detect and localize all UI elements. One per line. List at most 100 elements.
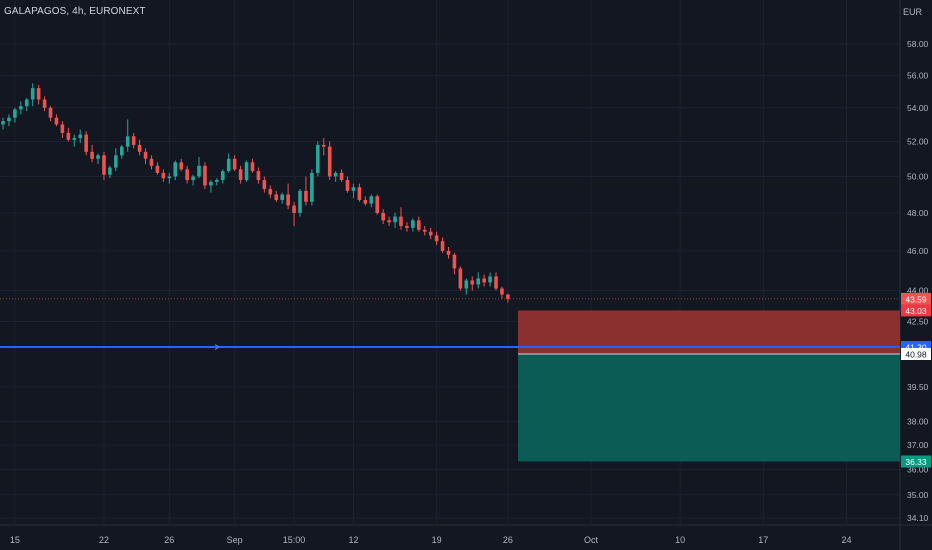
candle-body[interactable] (422, 229, 427, 232)
candle-body[interactable] (363, 199, 368, 204)
candle-body[interactable] (440, 241, 445, 251)
candle-body[interactable] (19, 106, 23, 110)
candle-body[interactable] (417, 220, 421, 230)
candle-body[interactable] (114, 155, 118, 168)
candle-body[interactable] (405, 225, 409, 228)
candle-body[interactable] (458, 268, 463, 289)
candle-body[interactable] (173, 162, 178, 177)
candle-body[interactable] (470, 280, 475, 285)
candle-body[interactable] (345, 180, 350, 191)
candle-body[interactable] (1, 121, 5, 125)
candle-body[interactable] (393, 216, 397, 223)
candle-body[interactable] (310, 172, 314, 202)
candle-body[interactable] (215, 180, 219, 182)
candle-body[interactable] (262, 180, 267, 190)
candle-body[interactable] (298, 190, 302, 213)
candle-body[interactable] (60, 124, 65, 133)
candle-body[interactable] (48, 107, 53, 118)
candle-body[interactable] (30, 88, 35, 100)
candle-body[interactable] (476, 278, 480, 285)
candle-body[interactable] (381, 212, 385, 221)
candle-body[interactable] (452, 254, 457, 269)
candle-body[interactable] (7, 117, 11, 122)
candle-body[interactable] (179, 162, 183, 170)
candle-body[interactable] (66, 132, 71, 140)
candle-body[interactable] (464, 280, 469, 289)
candle-body[interactable] (131, 136, 136, 145)
price-tick-label: 42.50 (907, 316, 929, 326)
take-profit-zone[interactable] (517, 353, 900, 462)
candle-body[interactable] (488, 276, 492, 283)
candle-body[interactable] (286, 194, 290, 206)
candle-body[interactable] (500, 288, 504, 295)
candle-body[interactable] (167, 176, 172, 179)
candle-body[interactable] (428, 231, 433, 236)
candle-body[interactable] (42, 99, 47, 108)
target-price-badge: 36.33 (905, 457, 927, 467)
candle-body[interactable] (232, 158, 237, 170)
candle-body[interactable] (375, 196, 380, 213)
candle-body[interactable] (304, 190, 308, 202)
candle-body[interactable] (54, 117, 59, 125)
candle-body[interactable] (399, 216, 403, 226)
time-tick-label: 22 (99, 535, 109, 545)
candle-body[interactable] (90, 151, 94, 159)
candle-body[interactable] (78, 134, 83, 139)
line-arrow-icon (214, 344, 220, 350)
candle-body[interactable] (226, 158, 231, 172)
candle-body[interactable] (434, 235, 439, 242)
candle-body[interactable] (220, 171, 225, 181)
candle-body[interactable] (149, 158, 154, 166)
candle-body[interactable] (203, 165, 207, 186)
candle-body[interactable] (482, 278, 486, 283)
entry-price-badge-bg (901, 347, 931, 360)
candle-body[interactable] (250, 162, 255, 172)
candle-body[interactable] (357, 187, 362, 200)
price-tick-label: 50.00 (907, 171, 929, 181)
candle-body[interactable] (446, 250, 451, 255)
candle-body[interactable] (209, 181, 213, 186)
candle-body[interactable] (191, 176, 195, 181)
candle-body[interactable] (143, 151, 148, 159)
time-tick-label: Oct (584, 535, 599, 545)
candle-body[interactable] (387, 220, 391, 223)
candle-body[interactable] (506, 294, 510, 299)
candle-body[interactable] (72, 138, 77, 140)
candle-body[interactable] (238, 169, 243, 181)
candle-body[interactable] (24, 99, 29, 107)
candle-body[interactable] (137, 144, 142, 152)
candle-body[interactable] (327, 146, 332, 177)
candle-body[interactable] (197, 165, 201, 177)
candle-body[interactable] (494, 276, 498, 289)
candle-body[interactable] (316, 144, 320, 173)
candle-body[interactable] (102, 155, 106, 175)
candle-body[interactable] (351, 187, 356, 191)
candle-body[interactable] (108, 167, 112, 175)
candle-body[interactable] (256, 171, 261, 181)
candle-body[interactable] (369, 196, 374, 204)
current-price-badge: 43.59 (905, 294, 927, 304)
time-tick-label: 15 (10, 535, 20, 545)
candle-body[interactable] (333, 172, 338, 177)
candle-body[interactable] (339, 172, 344, 181)
candle-body[interactable] (125, 136, 130, 147)
candle-body[interactable] (185, 169, 189, 181)
candle-body[interactable] (155, 165, 160, 173)
candle-body[interactable] (36, 88, 41, 100)
candle-body[interactable] (321, 144, 326, 147)
candle-body[interactable] (274, 194, 279, 200)
candle-body[interactable] (120, 146, 124, 156)
candle-body[interactable] (280, 194, 284, 200)
candle-body[interactable] (96, 155, 100, 159)
candle-body[interactable] (13, 109, 17, 118)
candle-body[interactable] (84, 134, 88, 152)
time-tick-label: 19 (432, 535, 442, 545)
candle-body[interactable] (161, 172, 166, 179)
candle-body[interactable] (292, 205, 296, 213)
time-tick-label: 10 (675, 535, 685, 545)
candle-body[interactable] (244, 162, 249, 181)
candle-body[interactable] (268, 189, 273, 195)
candle-body[interactable] (411, 220, 415, 228)
